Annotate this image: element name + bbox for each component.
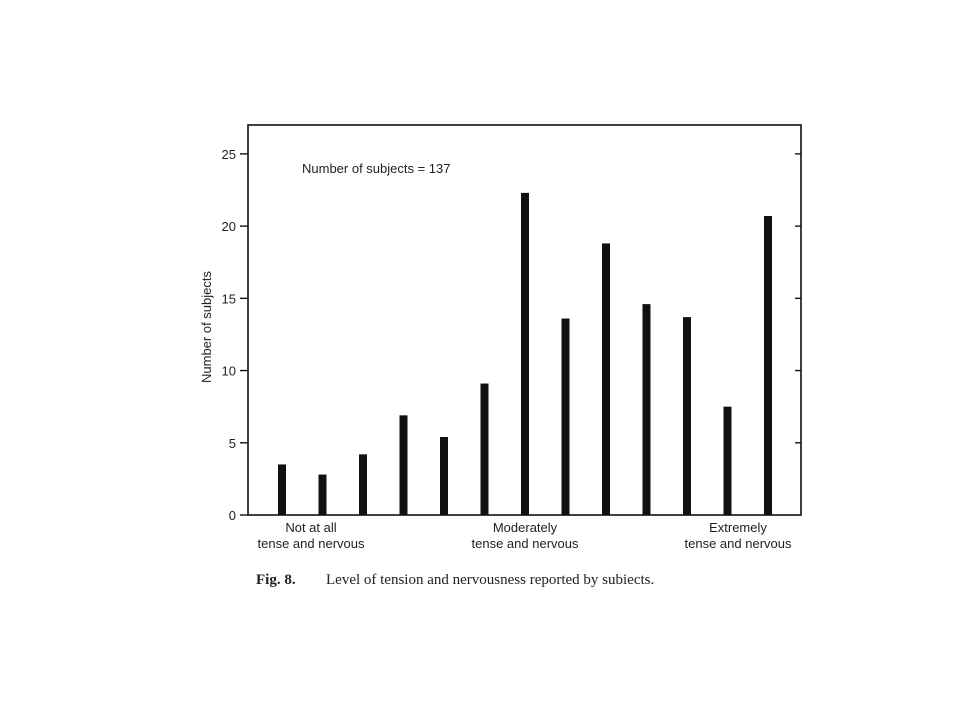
y-axis-label: Number of subjects — [199, 271, 214, 383]
bars — [278, 192, 772, 515]
y-tick-label: 10 — [222, 364, 236, 379]
x-category-label-line: Extremely — [709, 520, 767, 535]
right-axis-ticks — [795, 153, 801, 444]
y-tick-label: 5 — [229, 436, 236, 451]
bar — [683, 317, 691, 515]
x-category-label-line: Not at all — [285, 520, 336, 535]
bar — [399, 415, 408, 515]
figure-caption-label: Fig. 8. — [256, 572, 296, 588]
bar — [561, 318, 570, 515]
x-category-label-line: tense and nervous — [685, 536, 792, 551]
bar — [642, 304, 651, 515]
bar — [521, 192, 529, 515]
bar — [723, 406, 732, 515]
bar — [480, 383, 489, 515]
figure-caption-text: Level of tension and nervousness reporte… — [326, 572, 654, 588]
bar — [359, 454, 367, 515]
x-category-label-line: tense and nervous — [258, 536, 365, 551]
y-tick-label: 0 — [229, 508, 236, 523]
x-category-label-line: tense and nervous — [472, 536, 579, 551]
x-category-label-line: Moderately — [493, 520, 558, 535]
bar — [278, 464, 286, 515]
y-tick-label: 20 — [222, 219, 236, 234]
bar — [318, 474, 327, 515]
y-axis: 0 5 10 15 20 25 — [222, 147, 248, 523]
bar — [440, 437, 448, 515]
y-tick-label: 25 — [222, 147, 236, 162]
subject-count-annotation: Number of subjects = 137 — [302, 161, 451, 176]
y-tick-label: 15 — [222, 291, 236, 306]
bar — [602, 243, 610, 515]
bar — [764, 216, 772, 515]
